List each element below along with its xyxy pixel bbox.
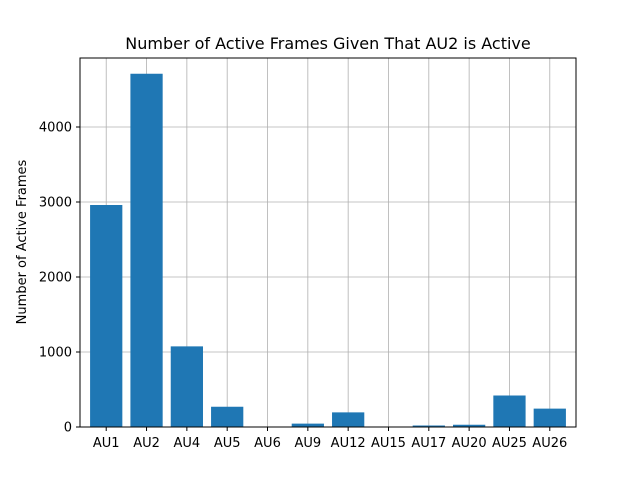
bar-au4	[170, 346, 203, 427]
bar-au17	[412, 425, 445, 427]
x-tick-label: AU1	[93, 436, 120, 451]
x-tick-label: AU4	[174, 436, 201, 451]
y-axis-label: Number of Active Frames	[15, 159, 30, 324]
bar-au25	[493, 395, 526, 427]
bar-au20	[453, 424, 486, 427]
y-tick-label: 4000	[39, 121, 72, 136]
x-tick-label: AU25	[492, 436, 527, 451]
bar-au1	[90, 205, 123, 427]
bar-au26	[533, 408, 566, 427]
axis-ticks: 0 1000 2000 3000 4000 AU1 AU2 AU4 AU5 AU6 AU9 AU12 A…	[39, 121, 567, 452]
bar-au2	[130, 73, 163, 427]
grid-lines	[80, 58, 576, 428]
chart-title: Number of Active Frames Given That AU2 i…	[125, 34, 530, 53]
y-tick-label: 1000	[39, 346, 72, 361]
x-tick-label: AU9	[294, 436, 321, 451]
x-tick-label: AU2	[133, 436, 160, 451]
bar-au5	[211, 406, 244, 427]
x-tick-label: AU20	[452, 436, 487, 451]
x-tick-label: AU6	[254, 436, 281, 451]
plot-frame	[79, 57, 577, 428]
bar-au12	[332, 412, 365, 427]
x-tick-label: AU17	[411, 436, 446, 451]
x-tick-label: AU15	[371, 436, 406, 451]
y-tick-label: 0	[64, 421, 72, 436]
x-tick-label: AU26	[532, 436, 567, 451]
y-tick-label: 2000	[39, 271, 72, 286]
bars	[90, 73, 566, 427]
bar-au9	[291, 423, 324, 427]
x-tick-label: AU12	[331, 436, 366, 451]
x-tick-label: AU5	[214, 436, 241, 451]
y-tick-label: 3000	[39, 196, 72, 211]
